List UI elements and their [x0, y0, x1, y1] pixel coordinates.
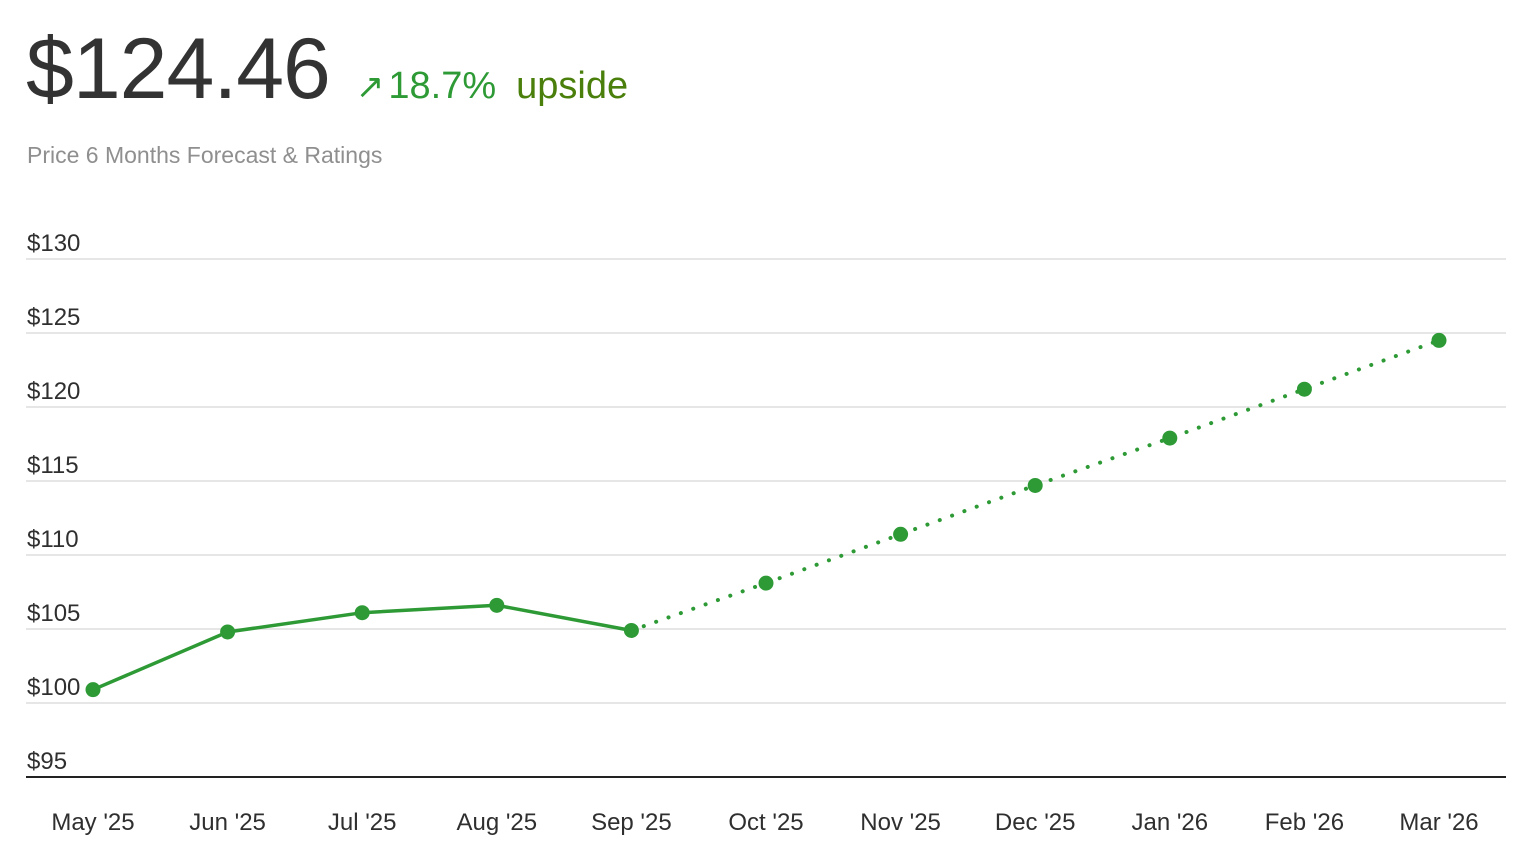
- forecast-point[interactable]: [1162, 430, 1178, 446]
- y-tick-label: $120: [27, 378, 80, 405]
- x-tick-label: Nov '25: [860, 809, 941, 836]
- data-points: [85, 332, 1447, 698]
- history-point[interactable]: [489, 597, 505, 613]
- y-tick-label: $105: [27, 600, 80, 627]
- x-tick-label: Mar '26: [1399, 809, 1478, 836]
- history-point[interactable]: [85, 682, 101, 698]
- y-axis-labels: $130 $125 $120 $115 $110 $105 $100 $95: [27, 230, 80, 775]
- y-tick-label: $95: [27, 748, 67, 775]
- y-tick-label: $100: [27, 674, 80, 701]
- y-tick-label: $110: [27, 526, 79, 553]
- x-axis-labels: May '25 Jun '25 Jul '25 Aug '25 Sep '25 Oct '…: [51, 809, 1478, 836]
- x-tick-label: Jul '25: [328, 809, 397, 836]
- x-tick-label: Feb '26: [1265, 809, 1344, 836]
- arrow-up-right-icon: ↗: [355, 68, 385, 106]
- forecast-point[interactable]: [1296, 381, 1312, 397]
- x-tick-label: Dec '25: [995, 809, 1076, 836]
- x-tick-label: Sep '25: [591, 809, 672, 836]
- forecast-point[interactable]: [1027, 477, 1043, 493]
- y-tick-label: $115: [27, 452, 79, 479]
- price-header: $124.46 ↗ 18.7% upside: [26, 26, 628, 112]
- history-point[interactable]: [623, 622, 639, 638]
- history-point[interactable]: [220, 624, 236, 640]
- y-tick-label: $130: [27, 230, 80, 257]
- chart-subtitle: Price 6 Months Forecast & Ratings: [27, 142, 383, 168]
- forecast-price: $124.46: [26, 21, 331, 117]
- x-tick-label: Jun '25: [189, 809, 266, 836]
- change-indicator: ↗ 18.7% upside: [356, 65, 628, 108]
- x-tick-label: Oct '25: [728, 809, 803, 836]
- forecast-point[interactable]: [1431, 332, 1447, 348]
- grid-lines: [26, 258, 1506, 778]
- forecast-point[interactable]: [893, 526, 909, 542]
- x-tick-label: Jan '26: [1131, 809, 1208, 836]
- y-tick-label: $125: [27, 304, 80, 331]
- forecast-point[interactable]: [758, 575, 774, 591]
- change-label: upside: [516, 65, 629, 107]
- x-tick-label: May '25: [51, 809, 134, 836]
- history-point[interactable]: [354, 605, 370, 621]
- change-percent: 18.7%: [388, 65, 497, 107]
- x-tick-label: Aug '25: [456, 809, 537, 836]
- series-lines: [91, 338, 1441, 692]
